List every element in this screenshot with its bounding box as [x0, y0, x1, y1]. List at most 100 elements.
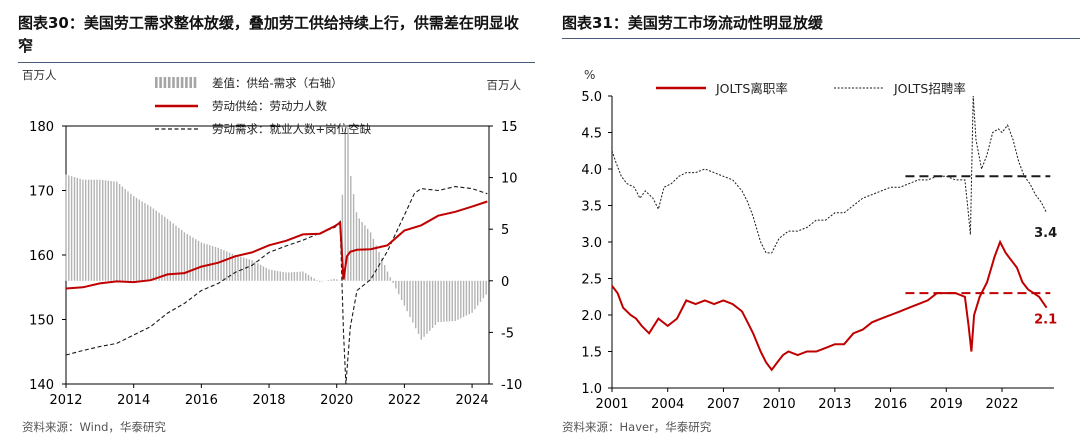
difference-bar [155, 210, 157, 281]
legend-label: 劳动供给：劳动力人数 [212, 99, 327, 113]
legend-swatch-bar [176, 77, 180, 88]
difference-bar [392, 280, 394, 283]
legend-swatch-bar [172, 77, 175, 88]
difference-bar [316, 280, 318, 281]
figure-label-left: 图表30： [18, 14, 84, 32]
difference-bar [152, 208, 155, 281]
difference-bar [288, 272, 290, 281]
x-tick-label: 2010 [763, 397, 796, 412]
difference-bar [364, 225, 366, 281]
chart-title-right: 图表31：美国劳工市场流动性明显放缓 [562, 12, 1077, 35]
x-tick-left-label: 2014 [117, 393, 150, 408]
difference-bar [127, 191, 129, 281]
difference-bar [389, 277, 391, 281]
y-tick-label: 4.0 [581, 163, 602, 178]
x-tick-left-label: 2018 [252, 393, 285, 408]
y-tick-label: 3.0 [581, 236, 602, 251]
difference-bar [110, 181, 112, 281]
source-note-left: 资料来源：Wind，华泰研究 [22, 420, 166, 434]
difference-bar [482, 280, 485, 299]
difference-bar [381, 258, 383, 281]
difference-bar [290, 272, 293, 281]
y-tick-right-label: -5 [501, 326, 514, 341]
difference-bar [96, 179, 98, 281]
quits-end-label: 2.1 [1034, 313, 1057, 328]
x-tick-left-label: 2022 [388, 393, 421, 408]
difference-bar [124, 189, 126, 281]
y-unit-right: 百万人 [487, 78, 522, 92]
difference-bar [282, 272, 284, 281]
difference-bar [415, 280, 417, 329]
title-rule-left [18, 62, 535, 63]
y-tick-label: 1.5 [581, 346, 602, 361]
difference-bar [406, 280, 408, 312]
difference-bar [186, 234, 188, 281]
difference-bar [454, 280, 456, 321]
difference-bar [274, 270, 276, 281]
legend-swatch-bar [159, 77, 162, 88]
difference-bar [203, 243, 205, 281]
difference-bar [448, 280, 451, 322]
difference-bar [417, 280, 420, 334]
difference-bar [477, 280, 479, 306]
difference-bars [65, 127, 487, 340]
difference-bar [79, 178, 81, 281]
difference-bar [271, 270, 273, 281]
legend-label: 劳动需求：就业人数+岗位空缺 [212, 122, 372, 136]
difference-bar [305, 273, 307, 281]
difference-bar [220, 249, 222, 281]
difference-bar [336, 279, 338, 281]
y-tick-label: 3.5 [581, 200, 602, 215]
difference-bar [251, 260, 253, 281]
difference-bar [178, 227, 180, 281]
difference-bar [350, 176, 352, 281]
quits-rate-line [611, 239, 1048, 372]
difference-bar [409, 280, 411, 317]
difference-bar [147, 204, 149, 281]
difference-bar [398, 280, 400, 295]
difference-bar [330, 279, 332, 281]
difference-bar [279, 271, 281, 281]
x-tick-label: 2013 [818, 397, 851, 412]
labor-supply-line [65, 200, 488, 290]
y-tick-label: 2.0 [581, 309, 602, 324]
difference-bar [217, 247, 219, 281]
difference-bar [116, 181, 118, 281]
difference-bar [76, 177, 78, 281]
difference-bar [82, 179, 84, 281]
difference-bar [293, 272, 296, 281]
figure-label-right: 图表31： [562, 14, 628, 32]
difference-bar [144, 203, 146, 281]
y-unit-left: 百万人 [22, 68, 57, 82]
x-tick-left-label: 2012 [49, 393, 82, 408]
legend-swatch-bar [167, 77, 171, 88]
title-text-left: 美国劳工需求整体放缓，叠加劳工供给持续上行，供需差在明显收窄 [18, 14, 519, 55]
difference-bar [169, 221, 171, 281]
difference-bar [248, 259, 250, 281]
difference-bar [485, 280, 487, 295]
y-tick-label: 5.0 [581, 90, 602, 105]
difference-bar [164, 216, 166, 281]
legend-swatch-bar [180, 77, 184, 88]
difference-bar [175, 225, 177, 281]
difference-bar [262, 266, 265, 281]
difference-bar [327, 280, 329, 281]
difference-bar [70, 176, 73, 281]
difference-bar [107, 180, 109, 281]
difference-bar [87, 179, 90, 281]
difference-bar [228, 252, 231, 281]
difference-bar [384, 265, 386, 281]
difference-bar [462, 280, 465, 317]
difference-bar [296, 271, 298, 281]
difference-bar [299, 271, 301, 281]
difference-bar [355, 212, 358, 281]
title-text-right: 美国劳工市场流动性明显放缓 [627, 14, 823, 32]
difference-bar [231, 253, 234, 281]
difference-bar [68, 175, 70, 281]
difference-bar [465, 280, 468, 316]
difference-bar [209, 245, 211, 281]
difference-bar [319, 280, 321, 282]
difference-bar [195, 239, 197, 281]
difference-bar [313, 278, 315, 281]
legend-swatch-bar [193, 77, 197, 88]
